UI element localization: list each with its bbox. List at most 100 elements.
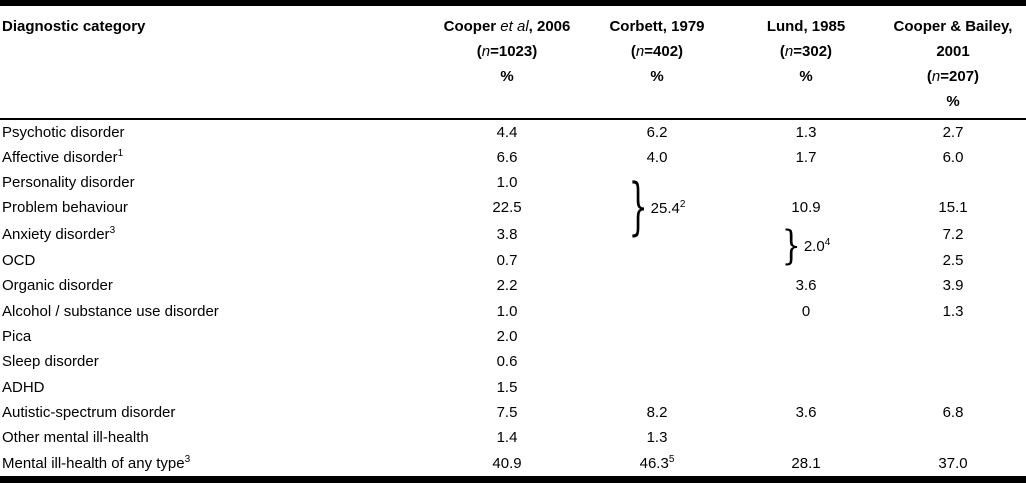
n-open: (: [476, 43, 482, 60]
n-symbol: n: [931, 68, 941, 85]
value-cell: [880, 324, 1026, 349]
n-open: (: [630, 43, 636, 60]
study-n-line: (n=1023): [432, 39, 582, 64]
value-cell: 3.8: [496, 225, 518, 243]
row-label: Other mental ill-health: [2, 429, 149, 447]
footnote-marker: 5: [668, 453, 675, 465]
percent-line: %: [946, 93, 960, 110]
value-cell: 1.0: [496, 302, 518, 320]
diagnosis-comparison-table: Diagnostic category Cooper et al, 2006 (…: [0, 6, 1026, 476]
value-cell: 1.0: [496, 173, 518, 191]
value-cell: 2.0: [496, 327, 518, 345]
row-label: Alcohol / substance use disorder: [2, 302, 219, 320]
curly-brace-icon: }: [781, 222, 801, 270]
value-cell: [582, 349, 732, 374]
row-label: Problem behaviour: [2, 199, 128, 217]
curly-brace-icon: }: [628, 171, 648, 244]
value-cell: [880, 170, 1026, 195]
study-name: Corbett, 1979: [609, 18, 705, 35]
value-cell: 0: [801, 302, 811, 320]
study-name-line: Corbett, 1979: [582, 14, 732, 39]
row-adhd: ADHD 1.5: [0, 374, 1026, 399]
value-cell: 15.1: [938, 199, 968, 217]
n-open: (: [779, 43, 785, 60]
n-symbol: n: [481, 43, 491, 60]
value-cell: 4.4: [496, 123, 518, 141]
row-label: Autistic-spectrum disorder: [2, 403, 176, 421]
value-cell: 1.3: [942, 302, 964, 320]
study-name-suffix: , 2006: [528, 18, 571, 35]
value-cell: 40.9: [492, 454, 522, 472]
n-value: =1023): [490, 43, 538, 60]
header-row: Diagnostic category Cooper et al, 2006 (…: [0, 6, 1026, 120]
value-cell: 46.35: [639, 453, 675, 472]
column-header-lund-1985: Lund, 1985 (n=302) %: [732, 6, 880, 120]
value-cell: 2.5: [942, 251, 964, 269]
n-value: =402): [644, 43, 684, 60]
value-cell: 2.2: [496, 277, 518, 295]
table-body: Psychotic disorder 4.4 6.2 1.3 2.7 Affec…: [0, 119, 1026, 476]
column-header-diagnostic-category: Diagnostic category: [0, 6, 432, 120]
value-cell: 6.8: [942, 403, 964, 421]
value-cell: [880, 349, 1026, 374]
combined-value-lund: } 2.04: [732, 220, 880, 273]
column-header-cooper-2006: Cooper et al, 2006 (n=1023) %: [432, 6, 582, 120]
value-cell: 3.9: [942, 277, 964, 295]
row-label: ADHD: [2, 378, 45, 396]
brace-group: } 2.04: [732, 221, 880, 272]
row-other-mental-ill-health: Other mental ill-health 1.4 1.3: [0, 425, 1026, 450]
combined-value: 2.04: [803, 237, 831, 256]
value-cell: 22.5: [492, 199, 522, 217]
value-cell: 28.1: [791, 454, 821, 472]
value-cell: 2.7: [942, 123, 964, 141]
row-label: OCD: [2, 251, 36, 269]
value-cell: 1.4: [496, 429, 518, 447]
row-ocd: OCD 0.7 2.5: [0, 248, 1026, 273]
n-symbol: n: [635, 43, 645, 60]
value-cell: 0.6: [496, 353, 518, 371]
value-cell: 10.9: [791, 199, 821, 217]
value-cell: 3.6: [795, 277, 817, 295]
row-alcohol-substance-use-disorder: Alcohol / substance use disorder 1.0 0 1…: [0, 298, 1026, 323]
value-cell: [732, 425, 880, 450]
value-cell: 0.7: [496, 251, 518, 269]
percent-line: %: [650, 68, 664, 85]
value-cell: [582, 273, 732, 298]
row-label: Psychotic disorder: [2, 123, 125, 141]
value-cell: [732, 349, 880, 374]
value-cell: 37.0: [938, 454, 968, 472]
value-cell: [732, 324, 880, 349]
footnote-marker: 3: [184, 453, 191, 465]
footnote-marker: 4: [824, 237, 831, 249]
n-symbol: n: [784, 43, 794, 60]
study-name-italic: et al: [500, 18, 529, 35]
study-name-line: Lund, 1985: [732, 14, 880, 39]
value-cell: [880, 425, 1026, 450]
study-n-line: (n=207): [880, 64, 1026, 89]
value-cell: 6.0: [942, 148, 964, 166]
value-cell: 7.5: [496, 403, 518, 421]
study-n-line: (n=302): [732, 39, 880, 64]
row-label: Organic disorder: [2, 277, 113, 295]
study-name: Lund, 1985: [766, 18, 846, 35]
value-cell: 1.3: [646, 429, 668, 447]
value-cell: 1.5: [496, 378, 518, 396]
value-cell: [732, 374, 880, 399]
row-mental-ill-health-of-any-type: Mental ill-health of any type3 40.9 46.3…: [0, 451, 1026, 477]
value-cell: 7.2: [942, 225, 964, 243]
study-name-line: Cooper et al, 2006: [432, 14, 582, 39]
row-autistic-spectrum-disorder: Autistic-spectrum disorder 7.5 8.2 3.6 6…: [0, 400, 1026, 425]
row-personality-disorder: Personality disorder 1.0 } 25.42: [0, 170, 1026, 239]
value-cell: [732, 170, 880, 195]
n-value: =207): [940, 68, 980, 85]
value-cell: 1.7: [795, 148, 817, 166]
n-value: =302): [793, 43, 833, 60]
row-label: Anxiety disorder3: [2, 224, 116, 243]
combined-value-corbett: } 25.42: [582, 170, 732, 248]
value-cell: [880, 374, 1026, 399]
percent-line: %: [799, 68, 813, 85]
study-name: Cooper & Bailey,: [893, 18, 1013, 35]
row-psychotic-disorder: Psychotic disorder 4.4 6.2 1.3 2.7: [0, 119, 1026, 144]
row-label: Personality disorder: [2, 173, 135, 191]
